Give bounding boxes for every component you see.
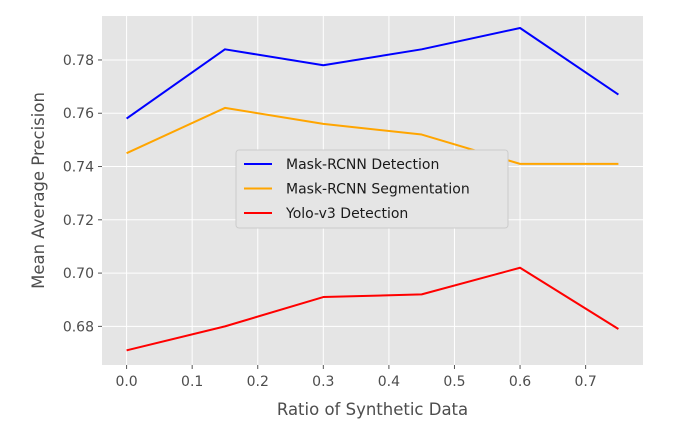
x-tick-label: 0.2 [247,374,269,390]
x-axis-title: Ratio of Synthetic Data [277,400,468,419]
y-tick-label: 0.72 [63,213,94,229]
y-tick-label: 0.78 [63,53,94,69]
x-tick-label: 0.7 [574,374,596,390]
x-axis-ticks: 0.0 0.1 0.2 0.3 0.4 0.5 0.6 0.7 [115,365,597,390]
y-tick-label: 0.68 [63,319,94,335]
x-tick-label: 0.4 [378,374,400,390]
y-tick-label: 0.70 [63,266,94,282]
x-tick-label: 0.3 [312,374,334,390]
legend: Mask-RCNN Detection Mask-RCNN Segmentatio… [235,149,509,229]
legend-label: Mask-RCNN Detection [286,157,439,173]
y-tick-label: 0.76 [63,106,94,122]
series-line [126,26,619,120]
legend-label: Mask-RCNN Segmentation [286,182,470,198]
series-line [126,266,619,352]
series-line [126,106,619,165]
y-tick-label: 0.74 [63,160,94,176]
series-lines [126,26,619,352]
x-tick-label: 0.6 [509,374,531,390]
y-axis-title: Mean Average Precision [29,92,48,289]
x-tick-label: 0.1 [181,374,203,390]
y-axis-ticks: 0.68 0.70 0.72 0.74 0.76 0.78 [63,53,102,335]
x-tick-label: 0.0 [115,374,137,390]
x-tick-label: 0.5 [443,374,465,390]
legend-box [235,149,509,229]
legend-label: Yolo-v3 Detection [285,206,408,222]
